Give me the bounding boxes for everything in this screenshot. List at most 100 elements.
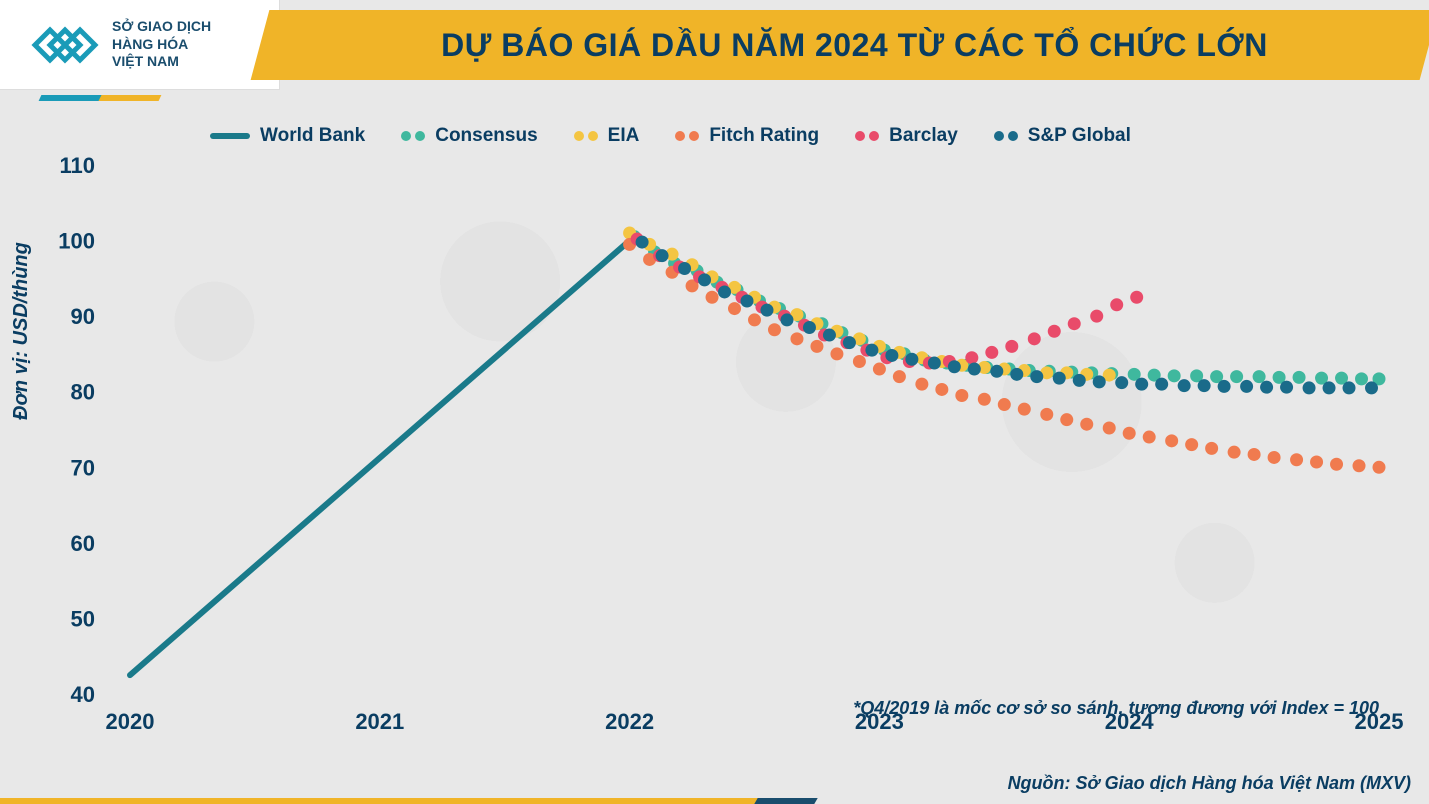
series-dot — [1110, 298, 1123, 311]
legend-item: World Bank — [210, 125, 365, 147]
footnote: *Q4/2019 là mốc cơ sở so sánh, tương đươ… — [853, 698, 1379, 719]
source-label: Nguồn: Sở Giao dịch Hàng hóa Việt Nam (M… — [1008, 773, 1411, 794]
series-dot — [1253, 370, 1266, 383]
series-dot — [885, 349, 898, 362]
series-dot — [985, 346, 998, 359]
series-dot — [823, 329, 836, 342]
series-dot — [1040, 408, 1053, 421]
series-dot — [706, 291, 719, 304]
series-dot — [1303, 381, 1316, 394]
header-divider — [39, 95, 162, 101]
series-dot — [853, 355, 866, 368]
series-dot — [1030, 370, 1043, 383]
series-dot — [1323, 381, 1336, 394]
series-dot — [780, 313, 793, 326]
logo-icon — [30, 18, 100, 72]
legend-dot-swatch — [855, 131, 879, 141]
series-dot — [1123, 427, 1136, 440]
logo-text: SỞ GIAO DỊCH HÀNG HÓA VIỆT NAM — [112, 18, 211, 71]
svg-text:2020: 2020 — [106, 709, 155, 734]
series-dot — [1073, 374, 1086, 387]
series-dot — [1293, 371, 1306, 384]
series-dot — [1103, 421, 1116, 434]
legend-item: Barclay — [855, 125, 958, 147]
series-dot — [905, 353, 918, 366]
series-dot — [873, 363, 886, 376]
series-dot — [1355, 372, 1368, 385]
legend-item: Consensus — [401, 125, 537, 147]
legend-item: S&P Global — [994, 125, 1131, 147]
legend-label: Fitch Rating — [709, 125, 819, 147]
series-dot — [810, 340, 823, 353]
series-dot — [1168, 369, 1181, 382]
series-dot — [1130, 291, 1143, 304]
series-dot — [1093, 375, 1106, 388]
series-dot — [865, 344, 878, 357]
svg-text:70: 70 — [71, 455, 95, 480]
series-dot — [1178, 379, 1191, 392]
svg-text:40: 40 — [71, 682, 95, 707]
series-dot — [741, 295, 754, 308]
svg-text:90: 90 — [71, 304, 95, 329]
legend-dot-swatch — [675, 131, 699, 141]
chart-svg: 4050607080901001102020202120222023202420… — [110, 155, 1389, 734]
series-dot — [636, 236, 649, 249]
series-dot — [1185, 438, 1198, 451]
series-dot — [1228, 446, 1241, 459]
logo-line2: HÀNG HÓA — [112, 36, 211, 54]
svg-text:110: 110 — [60, 153, 96, 178]
series-dot — [965, 351, 978, 364]
series-dot — [1280, 381, 1293, 394]
series-dot — [1028, 332, 1041, 345]
series-dot — [1290, 453, 1303, 466]
series-dot — [760, 304, 773, 317]
series-dot — [1343, 381, 1356, 394]
chart-title: DỰ BÁO GIÁ DẦU NĂM 2024 TỪ CÁC TỔ CHỨC L… — [441, 27, 1268, 64]
series-dot — [843, 336, 856, 349]
series-dot — [1165, 434, 1178, 447]
svg-text:100: 100 — [58, 229, 95, 254]
series-dot — [1373, 461, 1386, 474]
legend-label: EIA — [608, 125, 640, 147]
svg-text:2022: 2022 — [605, 709, 654, 734]
legend-item: Fitch Rating — [675, 125, 819, 147]
legend-dot-swatch — [994, 131, 1018, 141]
series-dot — [990, 365, 1003, 378]
legend-dot-swatch — [401, 131, 425, 141]
series-dot — [948, 360, 961, 373]
series-dot — [698, 273, 711, 286]
series-dot — [1048, 325, 1061, 338]
legend: World Bank Consensus EIA Fitch Rating Barcla… — [210, 125, 1349, 147]
series-dot — [1155, 378, 1168, 391]
svg-text:80: 80 — [71, 380, 95, 405]
series-dot — [1353, 459, 1366, 472]
svg-text:60: 60 — [71, 531, 95, 556]
series-dot — [1115, 376, 1128, 389]
series-dot — [1268, 451, 1281, 464]
y-axis-label: Đơn vị: USD/thùng — [10, 242, 33, 420]
series-dot — [1205, 442, 1218, 455]
series-dot — [1143, 431, 1156, 444]
bottom-accent — [0, 798, 786, 804]
series-dot — [656, 249, 669, 262]
legend-label: Consensus — [435, 125, 537, 147]
series-dot — [998, 398, 1011, 411]
series-dot — [1090, 310, 1103, 323]
svg-text:2021: 2021 — [355, 709, 404, 734]
series-dot — [1080, 418, 1093, 431]
series-dot — [1010, 368, 1023, 381]
series-dot — [935, 383, 948, 396]
series-dot — [1018, 403, 1031, 416]
series-line — [130, 241, 630, 676]
series-dot — [1060, 413, 1073, 426]
series-dot — [968, 363, 981, 376]
legend-label: World Bank — [260, 125, 365, 147]
series-dot — [1005, 340, 1018, 353]
series-dot — [748, 313, 761, 326]
logo-line3: VIỆT NAM — [112, 53, 211, 71]
chart-area: World BankConsensusEIAFitch RatingBarcla… — [110, 155, 1389, 734]
series-dot — [1218, 380, 1231, 393]
series-dot — [1053, 372, 1066, 385]
legend-item: EIA — [574, 125, 640, 147]
series-dot — [1230, 370, 1243, 383]
